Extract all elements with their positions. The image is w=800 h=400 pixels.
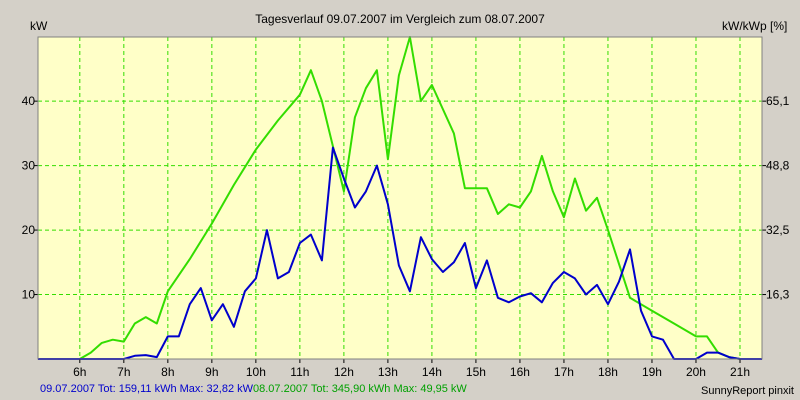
y-right-tick-label: 32,5	[766, 223, 790, 237]
y-left-tick-label: 10	[22, 288, 36, 302]
x-tick-label: 7h	[117, 365, 130, 379]
series-line-green	[38, 36, 762, 360]
y-right-tick-label: 65,1	[766, 94, 790, 108]
axes	[34, 36, 766, 363]
footer-blue-summary: 09.07.2007 Tot: 159,11 kWh Max: 32,82 kW	[40, 383, 254, 395]
y-right-tick-label: 48,8	[766, 159, 790, 173]
y-axis-left-title: kW	[30, 19, 48, 33]
x-tick-label: 16h	[510, 365, 530, 379]
x-tick-label: 10h	[246, 365, 266, 379]
footer-brand: SunnyReport pinxit	[701, 385, 794, 397]
series-line-blue	[38, 146, 762, 360]
x-tick-label: 9h	[205, 365, 218, 379]
y-left-tick-label: 40	[22, 94, 36, 108]
y-left-tick-label: 20	[22, 223, 36, 237]
x-tick-label: 19h	[642, 365, 662, 379]
x-tick-label: 11h	[290, 365, 309, 379]
y-right-tick-label: 16,3	[766, 288, 790, 302]
x-tick-label: 21h	[730, 365, 750, 379]
x-tick-label: 20h	[686, 365, 706, 379]
x-tick-label: 17h	[554, 365, 574, 379]
y-left-tick-label: 30	[22, 159, 36, 173]
x-tick-label: 12h	[334, 365, 354, 379]
chart-title: Tagesverlauf 09.07.2007 im Vergleich zum…	[255, 12, 545, 26]
plot-border	[37, 36, 763, 360]
x-tick-label: 8h	[161, 365, 174, 379]
series-lines	[38, 36, 762, 360]
x-tick-label: 15h	[466, 365, 486, 379]
x-tick-label: 6h	[73, 365, 86, 379]
grid-lines	[38, 37, 762, 359]
y-axis-right-title: kW/kWp [%]	[722, 19, 787, 33]
tick-labels: 6h 7h 8h 9h 10h 11h 12h 13h 14h 15h 16h 17h 18h 19h 20…	[22, 94, 790, 379]
x-tick-label: 14h	[422, 365, 442, 379]
footer-green-summary: 08.07.2007 Tot: 345,90 kWh Max: 49,95 kW	[253, 383, 467, 395]
x-tick-label: 18h	[598, 365, 618, 379]
x-tick-label: 13h	[378, 365, 398, 379]
